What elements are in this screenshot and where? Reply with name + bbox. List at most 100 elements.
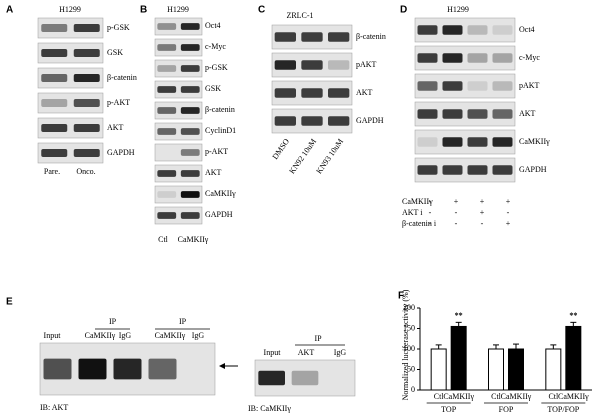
band [73, 49, 100, 57]
band [442, 81, 463, 91]
band [328, 60, 350, 70]
band [467, 109, 488, 119]
band [180, 170, 200, 177]
label: GSK [205, 84, 221, 93]
label: Input [44, 331, 62, 340]
label: H1299 [167, 5, 189, 14]
label: p-GSK [107, 23, 130, 32]
label: p-GSK [205, 63, 228, 72]
label: c-Myc [205, 42, 226, 51]
band [417, 81, 438, 91]
band [43, 358, 72, 380]
band [328, 116, 350, 126]
x-tick-label: FOP [499, 405, 514, 414]
band [274, 116, 296, 126]
label: IB: AKT [40, 403, 68, 412]
label: IgG [334, 348, 347, 357]
panel-label: A [6, 5, 13, 16]
band [41, 74, 68, 82]
band [78, 358, 107, 380]
band [73, 99, 100, 107]
y-axis-label: Normalized luciferase activity (%) [401, 289, 410, 400]
label: DMSO [270, 137, 291, 161]
label: IP [179, 317, 187, 326]
band [301, 116, 323, 126]
band [467, 25, 488, 35]
label: pAKT [356, 60, 377, 69]
blot-strip [37, 92, 104, 114]
label: AKT [356, 88, 373, 97]
blot-strip [154, 101, 203, 120]
blot-strip [37, 142, 104, 164]
band [417, 109, 438, 119]
label: Onco. [76, 167, 95, 176]
band [492, 53, 513, 63]
bar [508, 348, 524, 391]
label: Oct4 [205, 21, 221, 30]
band [442, 137, 463, 147]
band [328, 88, 350, 98]
label: GAPDH [356, 116, 384, 125]
label: p-AKT [205, 147, 228, 156]
y-tick-label: 150 [403, 323, 415, 332]
label: GSK [107, 48, 123, 57]
label: Input [264, 348, 282, 357]
label: + [506, 197, 511, 206]
blot-strip [37, 17, 104, 39]
label: AKT [107, 123, 124, 132]
label: Pare. [44, 167, 60, 176]
band [274, 88, 296, 98]
label: ZRLC-1 [286, 11, 313, 20]
label: IgG [119, 331, 132, 340]
label: IP [314, 334, 322, 343]
x-tick-label: TOP [441, 405, 457, 414]
band [180, 44, 200, 51]
band [274, 60, 296, 70]
label: - [455, 208, 458, 217]
label: Ctl [158, 235, 169, 244]
blot-strip [154, 206, 203, 225]
bar-label: Ctl [548, 392, 559, 401]
band [157, 23, 177, 30]
label: AKT [205, 168, 222, 177]
blot-strip [154, 80, 203, 99]
label: GAPDH [107, 148, 135, 157]
label: CaMKIIγ [155, 331, 186, 340]
blot-strip [37, 117, 104, 139]
band [301, 32, 323, 42]
blot-strip [154, 143, 203, 162]
band [492, 137, 513, 147]
band [417, 165, 438, 175]
y-tick-label: 50 [407, 364, 415, 373]
label: β-catenin [205, 105, 235, 114]
band [180, 191, 200, 198]
band [492, 165, 513, 175]
band [41, 99, 68, 107]
band [442, 53, 463, 63]
band [442, 25, 463, 35]
band [73, 124, 100, 132]
band [41, 124, 68, 132]
panel-label: E [6, 297, 13, 308]
band [157, 107, 177, 114]
label: GAPDH [205, 210, 233, 219]
blot-strip [154, 17, 203, 36]
bar-label: Ctl [491, 392, 502, 401]
label: CaMKIIγ [85, 331, 116, 340]
label: H1299 [59, 5, 81, 14]
band [301, 88, 323, 98]
label: + [480, 197, 485, 206]
label: CaMKIIγ [178, 235, 209, 244]
label: - [507, 208, 510, 217]
band [73, 24, 100, 32]
band [467, 165, 488, 175]
label: p-AKT [107, 98, 130, 107]
label: IB: CaMKIIγ [248, 404, 291, 413]
band [467, 137, 488, 147]
label: AKT [519, 109, 536, 118]
label: CaMKIIγ [205, 189, 236, 198]
panel-label: C [258, 5, 265, 16]
band [157, 86, 177, 93]
band [291, 370, 319, 386]
